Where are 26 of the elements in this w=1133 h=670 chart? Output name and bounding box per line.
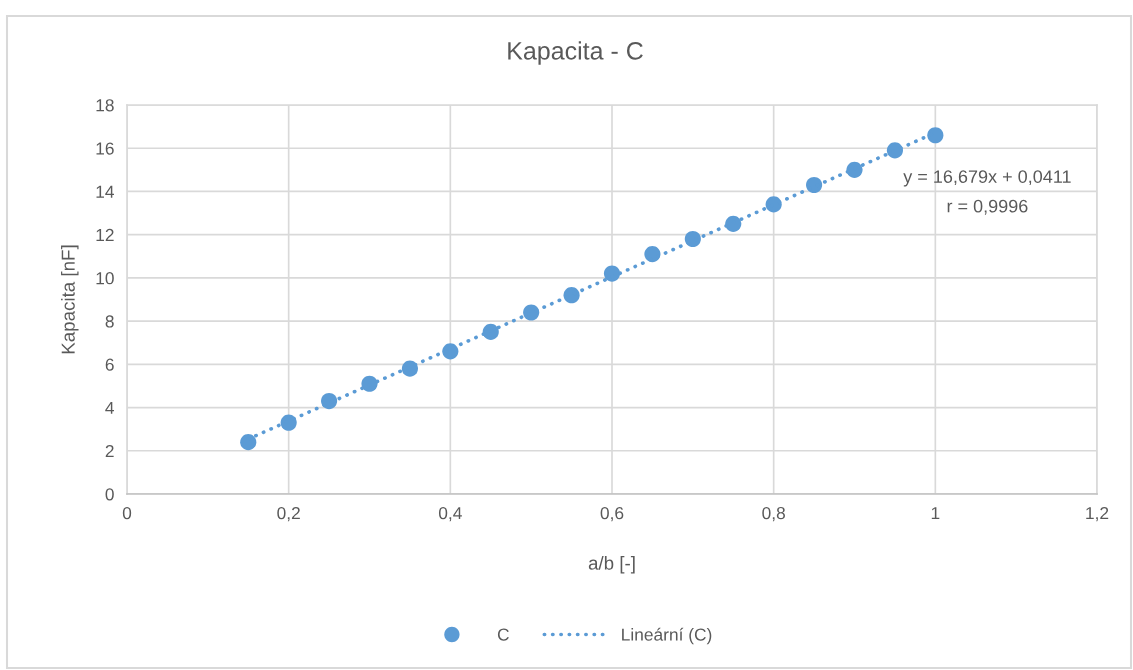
annotation: y = 16,679x + 0,0411 [903,170,1071,187]
y-tick-label: 14 [96,185,114,198]
x-tick-label: 0,2 [277,506,300,522]
y-tick-label: 10 [96,272,114,285]
y-tick-label: 16 [96,142,114,155]
legend-label: C [497,628,509,641]
x-tick-label: 0,6 [600,506,624,522]
x-axis-title: a/b [-] [588,556,635,574]
y-tick-label: 12 [96,228,114,241]
y-tick-label: 8 [105,315,114,328]
y-tick-label: 6 [105,358,114,371]
y-axis-title: Kapacita [nF] [61,245,79,354]
y-tick-label: 2 [105,444,114,458]
y-tick-label: 18 [96,99,114,112]
point [240,434,257,451]
x-tick-label: 0,4 [438,506,462,522]
y-tick-label: 4 [105,401,114,414]
annotation: r = 0,9996 [947,199,1028,215]
legend-label: Lineární (C) [622,627,712,645]
y-tick-label: 0 [105,488,114,501]
point [927,127,944,144]
x-tick-label: 1 [931,507,940,520]
x-tick-label: 0 [122,506,132,520]
chart-title: Kapacita - C [508,41,643,65]
x-tick-label: 0,8 [762,506,785,522]
x-tick-label: 1,2 [1086,506,1109,522]
